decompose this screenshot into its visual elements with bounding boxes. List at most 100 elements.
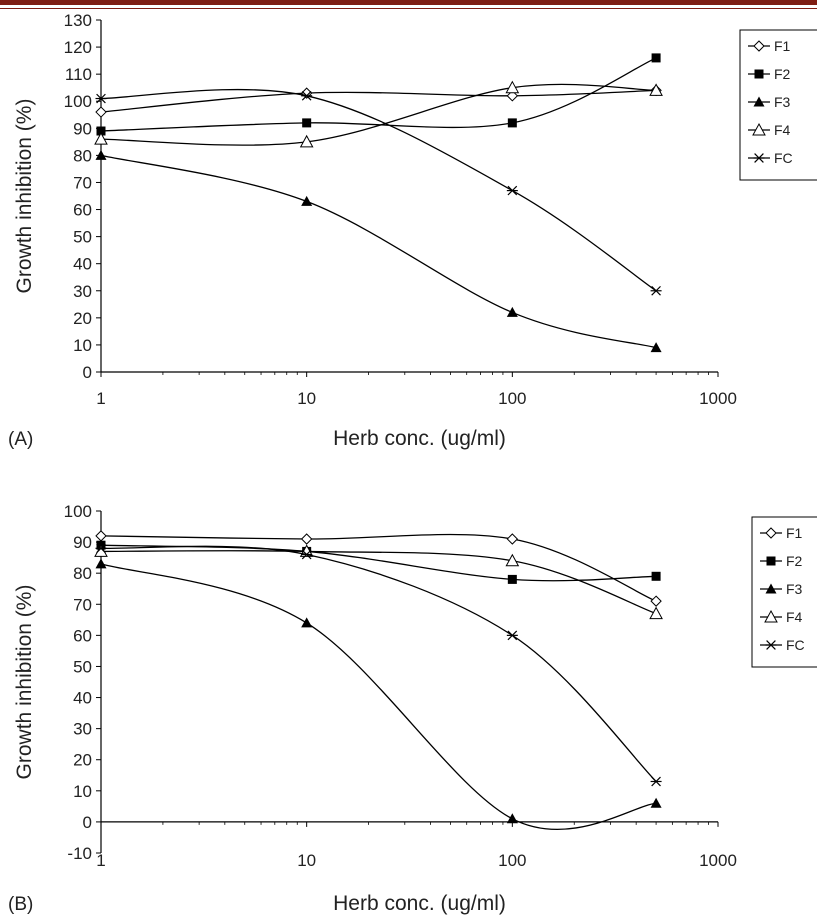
legend-item-f4: F4 xyxy=(748,122,791,138)
y-tick-label: 60 xyxy=(73,626,92,645)
legend-box xyxy=(751,516,817,668)
x-tick-label: 1 xyxy=(96,389,105,408)
data-point-f4 xyxy=(649,83,663,96)
y-tick-label: 20 xyxy=(73,309,92,328)
legend-marker xyxy=(765,640,777,650)
x-tick-label: 10 xyxy=(297,851,316,870)
data-point-fc xyxy=(506,630,518,641)
y-tick-label: 0 xyxy=(83,363,92,382)
legend-item-f3: F3 xyxy=(748,94,791,110)
legend-item-f2: F2 xyxy=(748,66,791,82)
legend-marker xyxy=(753,96,765,107)
data-point-f3 xyxy=(650,342,662,353)
x-tick-label: 100 xyxy=(498,389,526,408)
y-tick-label: 70 xyxy=(73,173,92,192)
x-tick-label: 10 xyxy=(297,389,316,408)
data-point-f2 xyxy=(651,571,661,581)
legend-marker xyxy=(766,556,776,566)
series-line-f1 xyxy=(100,533,657,602)
y-tick-label: 100 xyxy=(64,502,92,521)
data-point-fc xyxy=(95,93,107,104)
legend-label: F2 xyxy=(786,553,803,569)
legend-label: F4 xyxy=(786,609,803,625)
data-point-f2 xyxy=(507,574,517,584)
series-line-f4 xyxy=(100,83,657,146)
y-tick-label: 10 xyxy=(73,782,92,801)
data-point-f3 xyxy=(95,558,107,569)
data-point-fc xyxy=(301,549,313,560)
legend-label: FC xyxy=(774,150,793,166)
series-line-f3 xyxy=(100,154,657,349)
y-tick-label: 80 xyxy=(73,564,92,583)
y-tick-label: 40 xyxy=(73,689,92,708)
data-point-f2 xyxy=(651,53,661,63)
data-point-f2 xyxy=(302,118,312,128)
data-point-f2 xyxy=(507,118,517,128)
y-tick-label: 60 xyxy=(73,201,92,220)
series-line-f4 xyxy=(100,550,657,615)
data-point-f4 xyxy=(649,606,663,620)
legend-label: F4 xyxy=(774,122,791,138)
y-tick-label: 10 xyxy=(73,336,92,355)
legend-label: FC xyxy=(786,637,805,653)
y-tick-label: 0 xyxy=(83,813,92,832)
header-rule xyxy=(0,8,817,9)
x-tick-label: 1000 xyxy=(699,851,737,870)
legend-item-f1: F1 xyxy=(748,38,791,54)
legend-marker xyxy=(764,609,778,623)
series-fc xyxy=(95,88,662,296)
data-point-f2 xyxy=(96,126,106,136)
data-point-f1 xyxy=(506,533,519,545)
legend-item-fc: FC xyxy=(748,150,793,166)
data-point-fc xyxy=(95,543,107,554)
y-tick-label: 50 xyxy=(73,657,92,676)
y-tick-label: 30 xyxy=(73,720,92,739)
data-point-f4 xyxy=(94,132,108,145)
legend: F1 F2 F3 F4 FC xyxy=(751,516,817,668)
y-tick-label: 90 xyxy=(73,119,92,138)
legend-item-f1: F1 xyxy=(760,525,803,541)
legend-label: F3 xyxy=(774,94,791,110)
legend-marker xyxy=(765,583,777,594)
data-point-fc xyxy=(506,185,518,196)
data-point-f3 xyxy=(301,195,313,206)
y-tick-label: 40 xyxy=(73,255,92,274)
data-point-f4 xyxy=(299,134,314,148)
data-point-f3 xyxy=(95,149,107,160)
data-point-fc xyxy=(650,285,662,296)
legend-item-f4: F4 xyxy=(760,609,803,625)
y-axis-label: Growth inhibition (%) xyxy=(13,585,36,780)
data-point-f1 xyxy=(95,530,107,542)
y-tick-label: 70 xyxy=(73,595,92,614)
legend-box xyxy=(739,29,817,181)
legend-item-fc: FC xyxy=(760,637,805,653)
data-point-f3 xyxy=(301,617,313,628)
y-tick-label: 50 xyxy=(73,228,92,247)
y-tick-label: 90 xyxy=(73,533,92,552)
series-f4 xyxy=(94,80,663,148)
legend: F1 F2 F3 F4 FC xyxy=(739,29,817,181)
x-axis-label: Herb conc. (ug/ml) xyxy=(333,892,506,915)
legend-marker xyxy=(765,527,777,539)
panel-label: (B) xyxy=(8,894,33,915)
legend-label: F1 xyxy=(774,38,791,54)
data-point-f1 xyxy=(650,595,662,607)
y-tick-label: 30 xyxy=(73,282,92,301)
series-f1 xyxy=(95,530,662,607)
legend-label: F1 xyxy=(786,525,803,541)
y-tick-label: 20 xyxy=(73,751,92,770)
series-f4 xyxy=(94,544,663,620)
data-point-f3 xyxy=(506,306,518,317)
series-line-fc xyxy=(100,88,657,292)
header-bar xyxy=(0,0,817,5)
legend-label: F3 xyxy=(786,581,803,597)
legend-label: F2 xyxy=(774,66,791,82)
legend-item-f2: F2 xyxy=(760,553,803,569)
series-f3 xyxy=(95,558,662,830)
data-point-f1 xyxy=(506,90,519,102)
data-point-f1 xyxy=(95,106,107,118)
data-point-fc xyxy=(650,776,662,787)
